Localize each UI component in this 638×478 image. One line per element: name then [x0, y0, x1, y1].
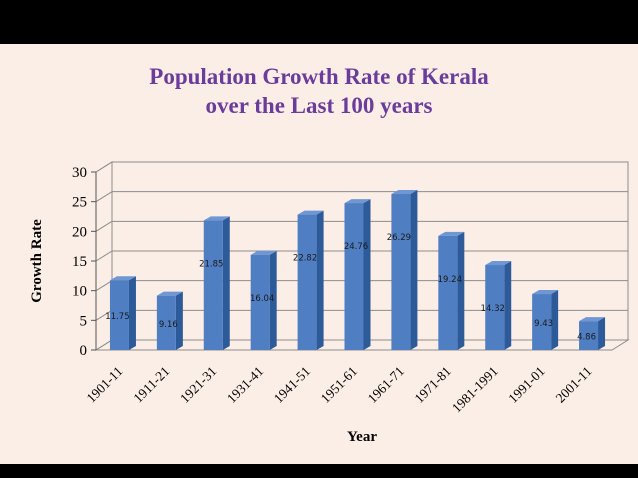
y-tick-label: 10: [72, 284, 87, 300]
data-label: 24.76: [344, 242, 368, 252]
data-label: 9.16: [159, 320, 178, 330]
y-tick-label: 25: [72, 195, 87, 211]
x-tick-label: 1981-1991: [449, 364, 501, 416]
y-tick-label: 20: [72, 224, 87, 240]
bar-side: [457, 231, 465, 350]
x-axis-title: Year: [347, 429, 377, 445]
bar-side: [128, 276, 136, 350]
data-label: 21.85: [199, 259, 223, 269]
bar-top: [156, 291, 183, 296]
bar: [579, 321, 599, 350]
data-label: 26.29: [387, 233, 411, 243]
data-label: 14.32: [481, 304, 505, 314]
bar-side: [598, 317, 606, 350]
x-tick-label: 1991-01: [505, 364, 547, 406]
bar-top: [579, 317, 606, 322]
chart-title: Population Growth Rate of Kerala over th…: [0, 62, 638, 120]
y-tick-label: 15: [72, 254, 87, 270]
x-tick-label: 1921-31: [177, 364, 219, 406]
bar: [203, 220, 223, 350]
bar: [297, 214, 317, 350]
bar-top: [391, 190, 418, 195]
bar-side: [175, 291, 183, 350]
y-tick-label: 0: [80, 343, 88, 359]
gridline-side: [95, 161, 113, 173]
x-tick-label: 1931-41: [224, 364, 266, 406]
bar: [391, 194, 411, 350]
bar-side: [410, 190, 418, 350]
gridline-side: [95, 309, 113, 321]
gridline-side: [95, 191, 113, 203]
bar-side: [269, 250, 277, 350]
data-label: 4.86: [577, 333, 596, 343]
bar-side: [222, 216, 230, 350]
x-tick-label: 1971-81: [412, 364, 454, 406]
bar: [109, 280, 129, 350]
gridline-side: [95, 280, 113, 292]
bar: [250, 254, 270, 350]
x-tick-label: 2001-11: [553, 364, 595, 406]
data-label: 9.43: [534, 319, 553, 329]
y-axis-title: Growth Rate: [29, 219, 45, 303]
bar-top: [485, 261, 512, 266]
bar-top: [109, 276, 136, 281]
bar-top: [344, 199, 371, 204]
data-label: 16.04: [250, 294, 274, 304]
gridline-side: [95, 250, 113, 262]
x-tick-label: 1901-11: [84, 364, 126, 406]
x-tick-label: 1941-51: [271, 364, 313, 406]
bar-top: [203, 216, 230, 221]
bar: [485, 265, 505, 350]
bar-top: [297, 210, 324, 215]
gridline-side: [95, 220, 113, 232]
bar: [438, 235, 458, 350]
bar-top: [532, 290, 559, 295]
bar: [156, 295, 176, 350]
bar-top: [438, 231, 465, 236]
bar-chart: 0 5 10 15 20 25 30 11.75 1901-11 9.16 1911-21 21.85…: [29, 161, 630, 445]
bar: [344, 203, 364, 350]
data-label: 11.75: [105, 312, 129, 322]
bar-top: [250, 250, 277, 255]
bar-side: [504, 261, 512, 350]
chart-title-line-2: over the Last 100 years: [205, 93, 433, 118]
data-label: 19.24: [438, 275, 462, 285]
y-tick-label: 30: [72, 165, 87, 181]
bar-side: [363, 199, 371, 350]
chart-title-line-1: Population Growth Rate of Kerala: [149, 64, 489, 89]
slide: Population Growth Rate of Kerala over th…: [0, 44, 638, 464]
bar-side: [551, 290, 559, 350]
y-tick-label: 5: [80, 313, 88, 329]
bottom-letterbox: [0, 464, 638, 478]
bar: [532, 294, 552, 350]
bar-side: [316, 210, 324, 350]
x-tick-label: 1951-61: [318, 364, 360, 406]
data-label: 22.82: [293, 254, 317, 264]
x-tick-label: 1961-71: [365, 364, 407, 406]
x-tick-label: 1911-21: [130, 364, 172, 406]
